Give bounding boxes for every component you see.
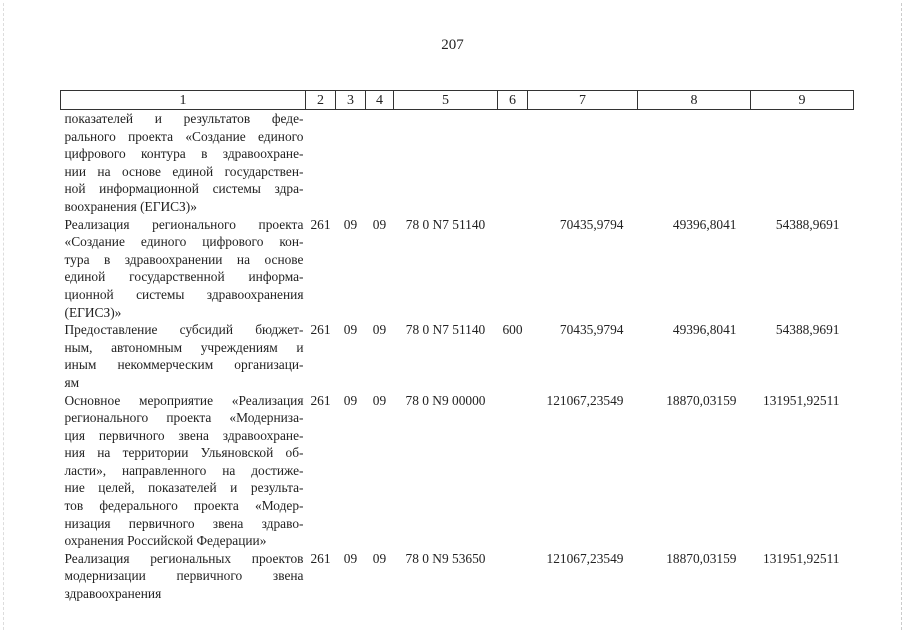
subsection-code: 09 xyxy=(372,322,387,338)
description-line: ционной системы здравоохранения xyxy=(64,286,304,302)
column-header-5: 5 xyxy=(393,90,498,110)
target-article-code: 78 0 N9 53650 xyxy=(405,550,486,566)
column-header-2: 2 xyxy=(305,90,336,110)
amount-col7 xyxy=(528,110,638,216)
description-line: ласти», направленного на достиже- xyxy=(64,462,304,478)
description-line: (ЕГИСЗ)» xyxy=(64,304,122,320)
description-line: тура в здравоохранении на основе xyxy=(64,251,304,267)
ministry-code: 261 xyxy=(310,322,331,338)
amount-col7: 121067,23549 xyxy=(546,550,624,566)
description-line: Реализация региональных проектов xyxy=(64,550,304,566)
description-line: ние целей, показателей и результа- xyxy=(64,480,304,496)
description-line: «Создание единого цифрового кон- xyxy=(64,234,304,250)
row-description: Основное мероприятие «Реализация регионал… xyxy=(61,392,306,550)
column-header-7: 7 xyxy=(527,90,638,110)
amount-col9: 131951,92511 xyxy=(763,550,840,566)
section-code: 09 xyxy=(343,392,358,408)
column-header-4: 4 xyxy=(365,90,394,110)
description-line: здравоохранения xyxy=(64,586,162,602)
amount-col8: 18870,03159 xyxy=(666,550,737,566)
description-line: ция первичного звена здравоохране- xyxy=(64,427,304,443)
section-code xyxy=(336,110,366,216)
description-line: показателей и результатов феде- xyxy=(64,111,304,126)
row-description: Реализация регионального проекта «Создани… xyxy=(61,216,306,322)
column-header-6: 6 xyxy=(497,90,528,110)
description-line: ния на территории Ульяновской об- xyxy=(64,445,304,461)
description-line: рального проекта «Создание единого xyxy=(64,128,304,144)
description-line: ям xyxy=(64,374,80,390)
expense-type-code: 600 xyxy=(502,322,523,338)
ministry-code: 261 xyxy=(310,392,331,408)
target-article-code xyxy=(394,110,498,216)
column-header-1: 1 xyxy=(60,90,306,110)
description-line: Реализация регионального проекта xyxy=(64,216,304,232)
description-line: ным, автономным учреждениям и xyxy=(64,339,304,355)
amount-col7: 121067,23549 xyxy=(546,392,624,408)
amount-col8: 18870,03159 xyxy=(666,392,737,408)
table-row: Основное мероприятие «Реализация регионал… xyxy=(61,392,854,550)
column-header-3: 3 xyxy=(335,90,366,110)
amount-col7: 70435,9794 xyxy=(559,322,624,338)
expense-type-code xyxy=(498,216,528,322)
page-number: 207 xyxy=(441,37,464,53)
amount-col9 xyxy=(751,110,854,216)
description-line: цифрового контура в здравоохране- xyxy=(64,146,304,162)
description-line: низация первичного звена здраво- xyxy=(64,515,304,531)
amount-col9: 54388,9691 xyxy=(775,322,840,338)
description-line: воохранения (ЕГИСЗ)» xyxy=(64,198,197,214)
amount-col8: 49396,8041 xyxy=(672,322,737,338)
expense-type-code xyxy=(498,550,528,603)
expense-type-code xyxy=(498,392,528,550)
subsection-code xyxy=(366,110,394,216)
amount-col9: 54388,9691 xyxy=(775,216,840,232)
description-line: тов федерального проекта «Модер- xyxy=(64,498,304,514)
ministry-code xyxy=(306,110,336,216)
subsection-code: 09 xyxy=(372,392,387,408)
ministry-code: 261 xyxy=(310,216,331,232)
ministry-code: 261 xyxy=(310,550,331,566)
target-article-code: 78 0 N7 51140 xyxy=(405,322,486,338)
subsection-code: 09 xyxy=(372,216,387,232)
description-line: Основное мероприятие «Реализация xyxy=(64,392,304,408)
section-code: 09 xyxy=(343,216,358,232)
description-line: модернизации первичного звена xyxy=(64,568,304,584)
description-line: охранения Российской Федерации» xyxy=(64,533,267,549)
description-line: Предоставление субсидий бюджет- xyxy=(64,322,304,338)
subsection-code: 09 xyxy=(372,550,387,566)
amount-col9: 131951,92511 xyxy=(763,392,840,408)
description-line: нии на основе единой государствен- xyxy=(64,163,304,179)
column-header-9: 9 xyxy=(750,90,854,110)
table-row: Реализация региональных проектов модерниз… xyxy=(61,550,854,603)
page-border xyxy=(3,3,902,630)
table-row: Предоставление субсидий бюджет-ным, авто… xyxy=(61,321,854,391)
section-code: 09 xyxy=(343,322,358,338)
amount-col7: 70435,9794 xyxy=(559,216,624,232)
description-line: регионального проекта «Модерниза- xyxy=(64,410,304,426)
target-article-code: 78 0 N7 51140 xyxy=(405,216,486,232)
target-article-code: 78 0 N9 00000 xyxy=(405,392,486,408)
expense-type-code xyxy=(498,110,528,216)
description-line: ной информационной системы здра- xyxy=(64,181,304,197)
description-line: иным некоммерческим организаци- xyxy=(64,357,304,373)
amount-col8 xyxy=(638,110,751,216)
column-header-8: 8 xyxy=(637,90,751,110)
description-line: единой государственной информа- xyxy=(64,269,304,285)
amount-col8: 49396,8041 xyxy=(672,216,737,232)
table-row: показателей и результатов феде-рального … xyxy=(61,110,854,216)
row-description: показателей и результатов феде-рального … xyxy=(61,110,306,216)
table-row: Реализация регионального проекта «Создани… xyxy=(61,216,854,322)
row-description: Реализация региональных проектов модерниз… xyxy=(61,550,306,603)
row-description: Предоставление субсидий бюджет-ным, авто… xyxy=(61,321,306,391)
section-code: 09 xyxy=(343,550,358,566)
